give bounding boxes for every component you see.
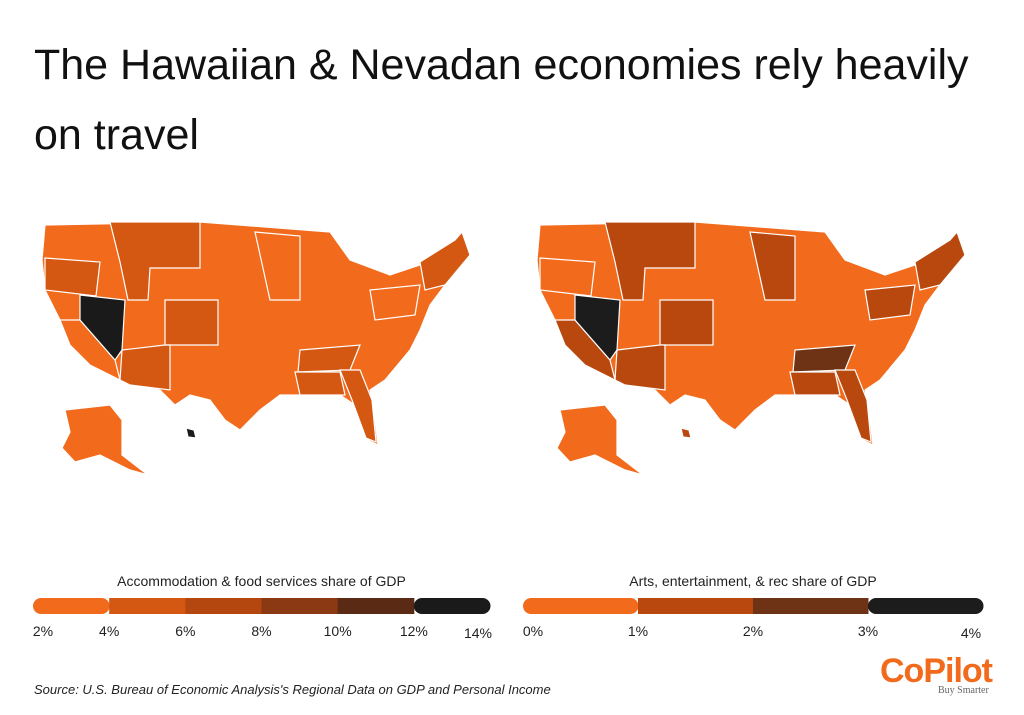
legend-swatch <box>868 598 984 614</box>
region <box>659 299 714 346</box>
region <box>185 427 197 439</box>
region <box>419 230 471 291</box>
legend-tick-label: 12% <box>400 623 428 639</box>
region <box>834 369 872 443</box>
region <box>369 284 421 321</box>
legend-tick-label: 14% <box>464 625 492 641</box>
region <box>79 294 126 361</box>
legend-tick-label: 10% <box>324 623 352 639</box>
region <box>614 344 666 391</box>
legend-swatch <box>753 598 869 614</box>
legend-swatch <box>109 598 186 614</box>
region <box>914 230 966 291</box>
region <box>680 427 692 439</box>
legend-tick-label: 0% <box>523 623 543 639</box>
region <box>119 344 171 391</box>
legend-swatch <box>261 598 339 614</box>
legend-swatch <box>638 598 754 614</box>
region <box>539 257 596 297</box>
legend-tick-label: 3% <box>858 623 878 639</box>
region <box>109 221 201 301</box>
title: The Hawaiian & Nevadan economies rely he… <box>34 41 969 159</box>
source: Source: U.S. Bureau of Economic Analysis… <box>34 682 551 697</box>
legend-tick-label: 2% <box>33 623 53 639</box>
us-map <box>536 221 966 476</box>
legend-swatch <box>33 598 110 614</box>
region <box>297 344 361 373</box>
logo-name: CoPilot <box>880 652 993 690</box>
legend-swatch <box>185 598 262 614</box>
legend-title: Accommodation & food services share of G… <box>117 573 406 589</box>
region <box>556 404 644 476</box>
logo: CoPilot Buy Smarter <box>880 652 1020 696</box>
legend-swatch <box>413 598 491 614</box>
us-map <box>41 221 471 476</box>
region <box>604 221 696 301</box>
region <box>792 344 856 373</box>
legend-tick-label: 1% <box>628 623 648 639</box>
region <box>294 371 346 396</box>
region <box>864 284 916 321</box>
region <box>61 404 149 476</box>
legend-tick-label: 2% <box>743 623 763 639</box>
legend-tick-label: 4% <box>99 623 119 639</box>
legend-swatch <box>337 598 415 614</box>
region <box>749 231 796 301</box>
legend-tick-label: 8% <box>251 623 271 639</box>
region <box>254 231 301 301</box>
region <box>789 371 841 396</box>
region <box>164 299 219 346</box>
legend-tick-label: 6% <box>175 623 195 639</box>
legend-tick-label: 4% <box>961 625 981 641</box>
region <box>574 294 621 361</box>
logo-tagline: Buy Smarter <box>938 685 989 696</box>
legend-swatch <box>523 598 639 614</box>
region <box>339 369 377 443</box>
legend-title: Arts, entertainment, & rec share of GDP <box>629 573 876 589</box>
region <box>44 257 101 297</box>
